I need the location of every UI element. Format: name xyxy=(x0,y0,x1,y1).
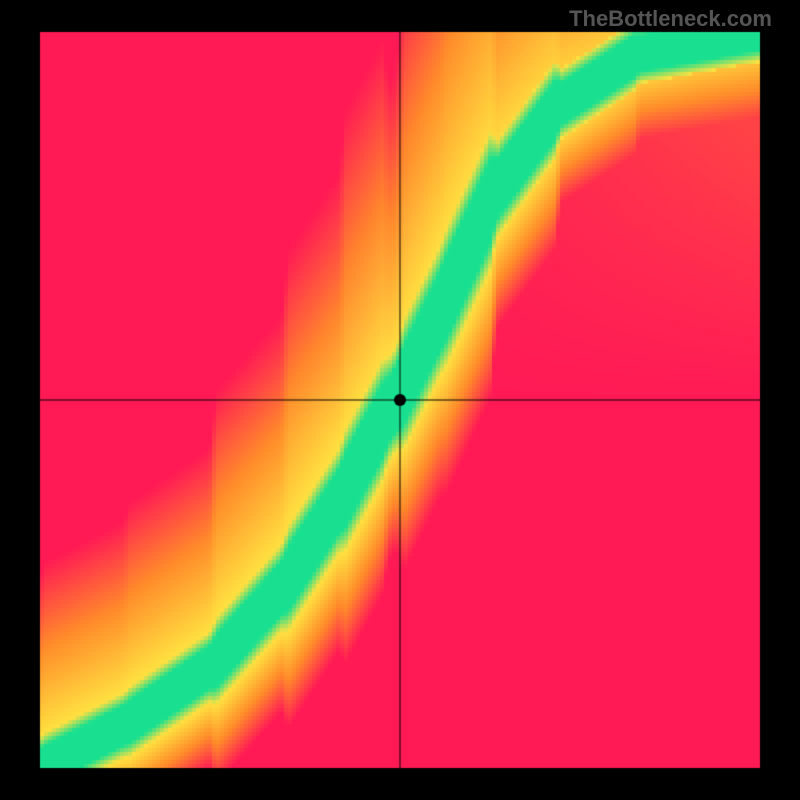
watermark-text: TheBottleneck.com xyxy=(569,6,772,32)
chart-container: TheBottleneck.com xyxy=(0,0,800,800)
bottleneck-heatmap-canvas xyxy=(0,0,800,800)
